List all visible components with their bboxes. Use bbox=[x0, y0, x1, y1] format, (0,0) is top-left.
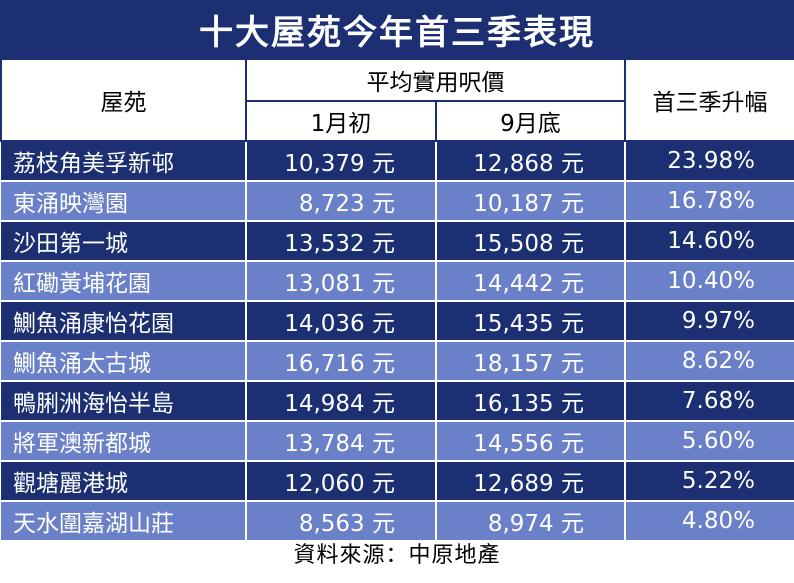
growth-cell: 16.78% bbox=[625, 181, 794, 222]
table-row: 鴨脷洲海怡半島 14,984 元 16,135 元 7.68% bbox=[1, 381, 794, 422]
table-row: 鰂魚涌康怡花園 14,036 元 15,435 元 9.97% bbox=[1, 301, 794, 342]
table-row: 天水圍嘉湖山莊 8,563 元 8,974 元 4.80% bbox=[1, 501, 794, 542]
growth-cell: 5.60% bbox=[625, 421, 794, 462]
end-price-cell: 14,442 元 bbox=[436, 261, 626, 302]
growth-cell: 9.97% bbox=[625, 301, 794, 342]
estate-name-cell: 東涌映灣園 bbox=[1, 181, 247, 222]
estate-name-cell: 鰂魚涌康怡花園 bbox=[1, 301, 247, 342]
start-price-cell: 8,723 元 bbox=[246, 181, 437, 222]
header-avg-price: 平均實用呎價 bbox=[245, 58, 626, 102]
estate-name-cell: 將軍澳新都城 bbox=[1, 421, 247, 462]
growth-cell: 8.62% bbox=[625, 341, 794, 382]
end-price-cell: 12,868 元 bbox=[436, 141, 626, 182]
start-price-cell: 13,784 元 bbox=[246, 421, 437, 462]
growth-cell: 14.60% bbox=[625, 221, 794, 262]
growth-cell: 10.40% bbox=[625, 261, 794, 302]
header-end-sep: 9月底 bbox=[435, 100, 626, 142]
start-price-cell: 10,379 元 bbox=[246, 141, 437, 182]
estate-name-cell: 鴨脷洲海怡半島 bbox=[1, 381, 247, 422]
end-price-cell: 15,435 元 bbox=[436, 301, 626, 342]
end-price-cell: 15,508 元 bbox=[436, 221, 626, 262]
end-price-cell: 10,187 元 bbox=[436, 181, 626, 222]
estate-name-cell: 荔枝角美孚新邨 bbox=[1, 141, 247, 182]
estate-name-cell: 沙田第一城 bbox=[1, 221, 247, 262]
start-price-cell: 16,716 元 bbox=[246, 341, 437, 382]
estate-name-cell: 紅磡黃埔花園 bbox=[1, 261, 247, 302]
start-price-cell: 14,036 元 bbox=[246, 301, 437, 342]
table-row: 鰂魚涌太古城 16,716 元 18,157 元 8.62% bbox=[1, 341, 794, 382]
growth-cell: 4.80% bbox=[625, 501, 794, 542]
table-row: 紅磡黃埔花園 13,081 元 14,442 元 10.40% bbox=[1, 261, 794, 302]
start-price-cell: 13,532 元 bbox=[246, 221, 437, 262]
start-price-cell: 8,563 元 bbox=[246, 501, 437, 542]
end-price-cell: 14,556 元 bbox=[436, 421, 626, 462]
estate-name-cell: 鰂魚涌太古城 bbox=[1, 341, 247, 382]
end-price-cell: 18,157 元 bbox=[436, 341, 626, 382]
growth-cell: 7.68% bbox=[625, 381, 794, 422]
end-price-cell: 8,974 元 bbox=[436, 501, 626, 542]
estate-name-cell: 觀塘麗港城 bbox=[1, 461, 247, 502]
table-row: 沙田第一城 13,532 元 15,508 元 14.60% bbox=[1, 221, 794, 262]
table-row: 觀塘麗港城 12,060 元 12,689 元 5.22% bbox=[1, 461, 794, 502]
table-row: 將軍澳新都城 13,784 元 14,556 元 5.60% bbox=[1, 421, 794, 462]
header-estate: 屋苑 bbox=[0, 58, 247, 142]
start-price-cell: 12,060 元 bbox=[246, 461, 437, 502]
chart-title: 十大屋苑今年首三季表現 bbox=[0, 0, 794, 58]
estate-name-cell: 天水圍嘉湖山莊 bbox=[1, 501, 247, 542]
start-price-cell: 14,984 元 bbox=[246, 381, 437, 422]
header-start-jan: 1月初 bbox=[245, 100, 437, 142]
table-row: 荔枝角美孚新邨 10,379 元 12,868 元 23.98% bbox=[1, 141, 794, 182]
source-note: 資料來源：中原地產 bbox=[293, 543, 501, 568]
start-price-cell: 13,081 元 bbox=[246, 261, 437, 302]
header-growth: 首三季升幅 bbox=[624, 58, 794, 142]
end-price-cell: 12,689 元 bbox=[436, 461, 626, 502]
growth-cell: 5.22% bbox=[625, 461, 794, 502]
end-price-cell: 16,135 元 bbox=[436, 381, 626, 422]
growth-cell: 23.98% bbox=[625, 141, 794, 182]
table-row: 東涌映灣園 8,723 元 10,187 元 16.78% bbox=[1, 181, 794, 222]
